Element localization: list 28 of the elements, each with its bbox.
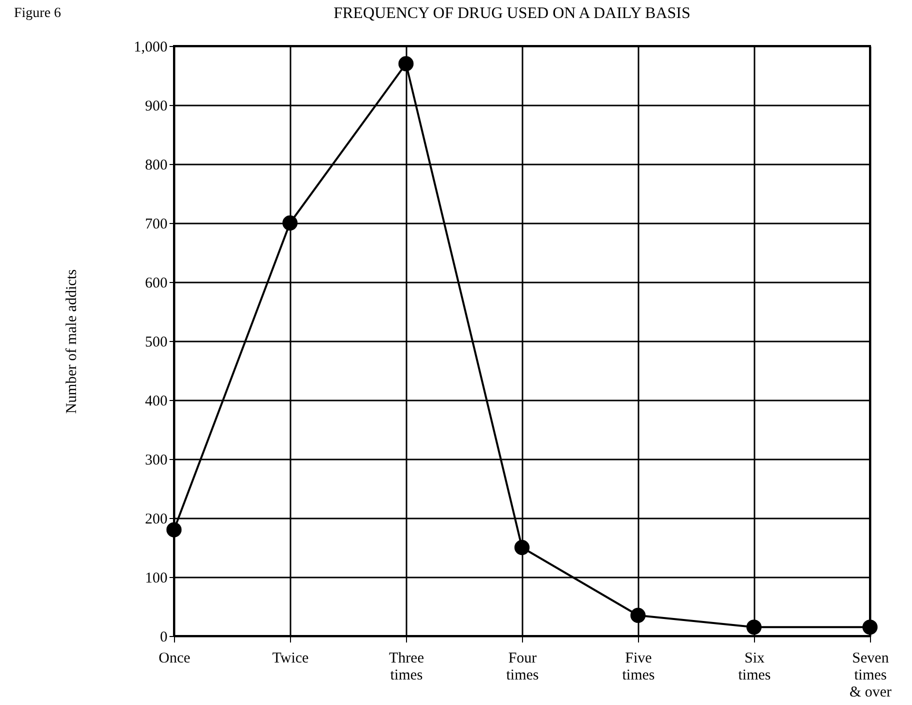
- y-tick-label: 300: [145, 452, 168, 468]
- y-tick-label: 100: [145, 570, 168, 586]
- point: [398, 56, 414, 72]
- x-tick-label: Six times: [738, 650, 771, 684]
- y-tick-label: 800: [145, 158, 168, 174]
- y-tick-label: 1,000: [134, 40, 168, 56]
- point: [746, 620, 762, 635]
- x-tick-label: Twice: [272, 650, 310, 666]
- point: [514, 540, 530, 556]
- x-tick-label: Three times: [389, 650, 424, 684]
- y-axis-title: Number of male addicts: [64, 269, 80, 414]
- x-tick-label: Five times: [622, 650, 655, 684]
- x-tick-label: Four times: [506, 650, 539, 684]
- caption: Figure 6: [14, 6, 62, 22]
- y-tick-label: 200: [145, 512, 168, 528]
- point: [166, 522, 182, 538]
- y-tick-label: 900: [145, 98, 168, 114]
- point: [630, 608, 646, 623]
- x-tick-label: Once: [158, 650, 191, 666]
- chart-title: FREQUENCY OF DRUG USED ON A DAILY BASIS: [334, 5, 690, 22]
- y-tick-label: 500: [145, 334, 168, 350]
- point: [862, 620, 878, 635]
- y-tick-label: 400: [145, 394, 168, 410]
- y-tick-label: 600: [145, 276, 168, 292]
- point: [282, 215, 298, 231]
- y-tick-label: 700: [145, 216, 168, 232]
- y-tick-label: 0: [160, 630, 168, 646]
- x-tick-label: Seven times & over: [849, 650, 892, 700]
